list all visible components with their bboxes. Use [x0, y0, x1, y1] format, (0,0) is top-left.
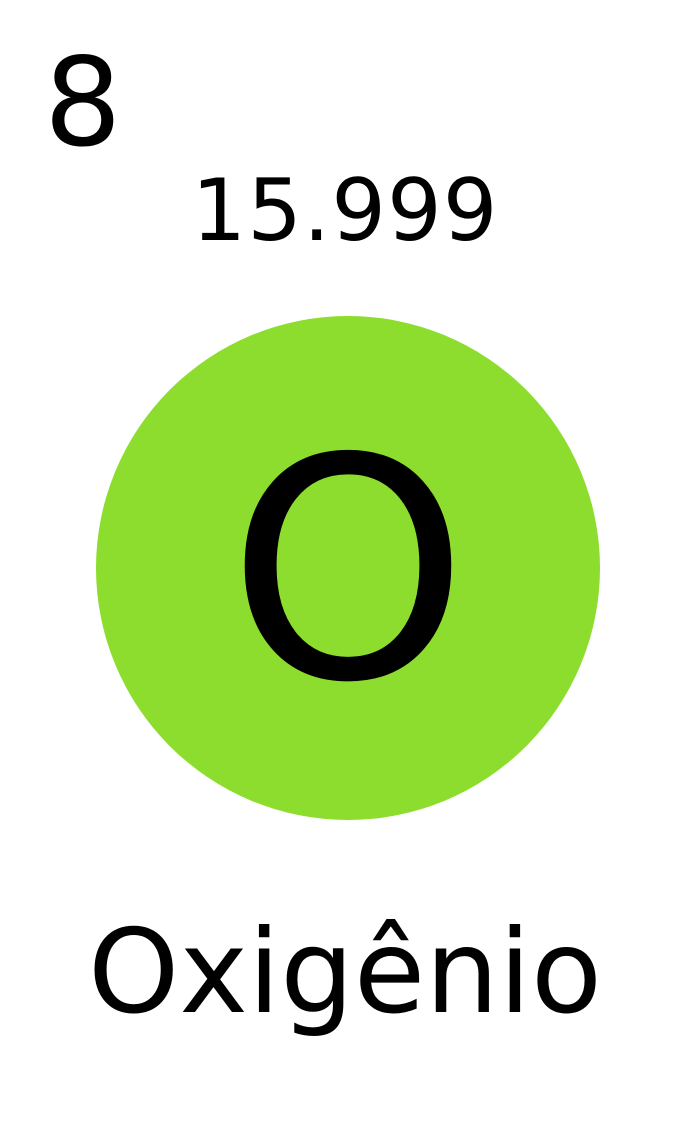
element-name: Oxigênio	[88, 905, 602, 1040]
element-circle: O	[96, 316, 600, 820]
atomic-mass: 15.999	[191, 161, 499, 261]
element-symbol: O	[227, 394, 469, 750]
atomic-number: 8	[44, 32, 122, 174]
